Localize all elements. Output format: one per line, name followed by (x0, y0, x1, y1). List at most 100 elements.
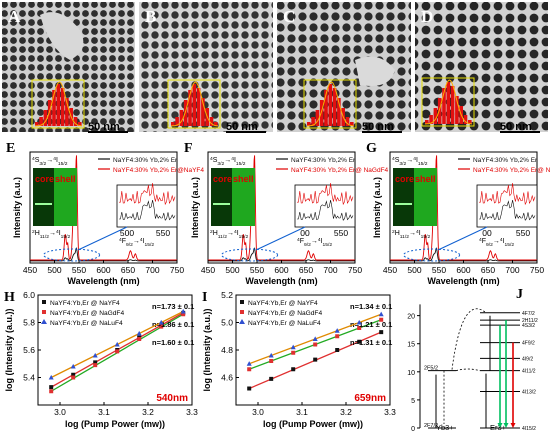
x-tick-label: 500 (47, 265, 61, 275)
x-tick-label: 600 (96, 265, 110, 275)
histogram-frame (421, 77, 475, 127)
x-tick-label: 650 (121, 265, 135, 275)
histogram-bar (463, 115, 468, 124)
energy-tick-label: 15 (407, 342, 415, 349)
y-axis-label: log (Intensity (a.u.)) (4, 309, 14, 392)
energy-transfer (455, 368, 481, 372)
slope-label: n=1.73 ± 0.1 (152, 302, 194, 311)
slope-label: n=1.60 ± 0.1 (152, 338, 194, 347)
emission-arrowhead (510, 423, 516, 428)
histogram-bar (39, 117, 43, 126)
histogram-bar (201, 98, 205, 126)
histogram-bar (179, 110, 184, 126)
data-point (115, 349, 120, 354)
data-point (313, 342, 318, 347)
x-axis-label: Wavelength (nm) (427, 276, 499, 286)
data-point (93, 360, 98, 365)
energy-tick-label: 10 (407, 370, 415, 377)
photo-shell-glow (414, 168, 437, 226)
legend-label: NaYF4:Yb,Er @ NaLuF4 (50, 320, 123, 327)
legend-label: NaYF4:Yb,Er @ NaGdF4 (248, 310, 322, 317)
histogram-bar (209, 117, 214, 126)
x-tick-label: 500 (225, 265, 239, 275)
emission-arrowhead (497, 423, 503, 428)
y-tick-label: 5.8 (23, 318, 35, 328)
wavelength-annotation: 659nm (354, 393, 386, 404)
y-tick-label: 5.6 (23, 345, 35, 355)
data-point (335, 348, 340, 352)
tem-panel-d: D 50 nm (415, 2, 548, 133)
x-tick-label: 700 (323, 265, 337, 275)
histogram-bar (450, 86, 455, 124)
inset-tick: 500 (120, 228, 134, 238)
er-ion-label: Er3+ (490, 423, 507, 432)
gaussian-fit (35, 81, 83, 127)
x-tick-label: 450 (201, 265, 215, 275)
data-point (246, 361, 252, 366)
data-point (70, 363, 76, 369)
histogram-bar (324, 90, 328, 126)
x-tick-label: 3.2 (340, 407, 352, 417)
core-label: core (35, 174, 54, 184)
energy-tick-label: 0 (411, 426, 415, 433)
er-level-label: 4I11/2 (522, 369, 536, 375)
er-level-label: 4I9/2 (522, 356, 533, 362)
panel-label: J (516, 287, 523, 302)
data-point (334, 328, 340, 333)
legend-swatch (42, 300, 46, 304)
x-tick-label: 600 (456, 265, 470, 275)
inset-tick: 00 (300, 228, 310, 238)
x-tick-label: 450 (383, 265, 397, 275)
energy-tick-label: 20 (407, 314, 415, 321)
legend-label: NaYF4:30% Yb,2% Er@ NaLuF4 (473, 167, 550, 174)
histogram-bar (328, 84, 333, 126)
x-tick-label: 650 (299, 265, 313, 275)
legend-label: NaYF4:30% Yb,2% Er (473, 157, 538, 164)
spectrum-panel-e: 450 500 550 600 650 700 750 Wavelength (nm) Inte… (6, 141, 204, 286)
er-level-label: 2H11/2 (522, 318, 538, 324)
transition-label-h: 2H11/2→4I15/2 (210, 229, 248, 240)
core-label: core (213, 174, 232, 184)
slope-label: n=1.86 ± 0.1 (152, 320, 194, 329)
tem-panel-c: C 50 nm (277, 2, 411, 133)
histogram-bar (433, 108, 438, 124)
data-point (158, 319, 164, 325)
histogram-frame (31, 79, 85, 129)
inset-tick: 550 (334, 228, 348, 238)
panel-label: E (6, 141, 15, 156)
y-axis-label: Intensity (a.u.) (12, 177, 22, 238)
histogram-bar (214, 122, 218, 126)
scale-bar-label: 50 nm (226, 121, 258, 133)
inset-red-line (297, 183, 354, 206)
histogram-frame (303, 79, 357, 129)
y-axis-label: log (Intensity (a.u.)) (202, 309, 212, 392)
data-point (49, 385, 54, 390)
y-axis-label: Intensity (a.u.) (190, 177, 200, 238)
x-tick-label: 3.3 (186, 407, 198, 417)
histogram-bar (442, 88, 446, 124)
gaussian-fit (307, 81, 355, 127)
size-histogram (303, 79, 357, 129)
data-point (313, 357, 318, 362)
er-level-label: 4F7/2 (522, 311, 535, 317)
inset-tick: 550 (516, 228, 530, 238)
histogram-bar (455, 96, 459, 124)
data-point (357, 326, 362, 330)
panel-label: G (366, 141, 377, 156)
x-tick-label: 3.0 (54, 407, 66, 417)
yb-ion-label: Yb3+ (436, 423, 454, 432)
x-tick-label: 500 (407, 265, 421, 275)
legend-label: NaYF4:30% Yb,2% Er (291, 157, 356, 164)
size-histogram (421, 77, 475, 127)
y-tick-label: 6.0 (23, 290, 35, 300)
histogram-bar (437, 98, 442, 124)
histogram-bar (350, 122, 354, 126)
x-tick-label: 3.2 (142, 407, 154, 417)
panel-label: I (202, 290, 207, 305)
data-point (92, 352, 98, 358)
legend-label: NaYF4:30% Yb,2% Er@NaYF4 (113, 167, 204, 174)
y-tick-label: 4.8 (221, 345, 233, 355)
histogram-bar (332, 88, 337, 126)
histogram-bar (183, 100, 188, 126)
